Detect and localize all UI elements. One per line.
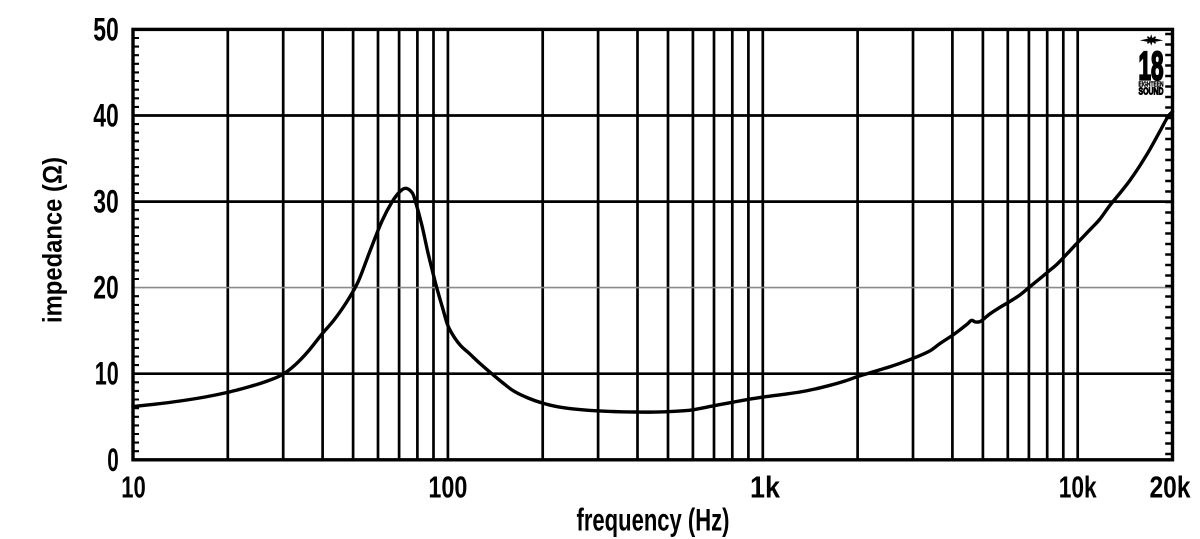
svg-text:10: 10	[95, 356, 119, 392]
svg-text:40: 40	[93, 97, 119, 133]
svg-text:impedance (Ω): impedance (Ω)	[37, 157, 67, 323]
svg-text:SOUND: SOUND	[1139, 85, 1164, 97]
svg-text:frequency (Hz): frequency (Hz)	[577, 502, 730, 538]
svg-text:1k: 1k	[750, 469, 781, 504]
svg-text:30: 30	[93, 184, 119, 220]
svg-text:20: 20	[93, 270, 119, 306]
svg-text:50: 50	[93, 11, 119, 47]
svg-text:20k: 20k	[1150, 469, 1192, 504]
svg-text:100: 100	[428, 469, 467, 504]
svg-text:10k: 10k	[1059, 469, 1098, 504]
svg-text:0: 0	[107, 442, 119, 478]
svg-text:18: 18	[1139, 44, 1164, 88]
svg-text:EIGHTEEN: EIGHTEEN	[1139, 81, 1164, 88]
svg-text:10: 10	[121, 469, 146, 504]
